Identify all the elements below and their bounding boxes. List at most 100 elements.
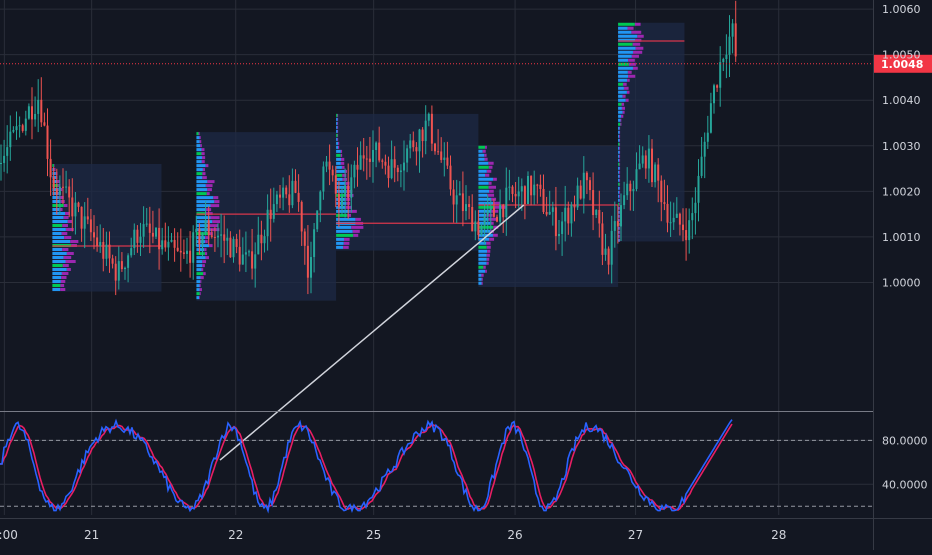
profile-bar-up [196, 264, 202, 267]
profile-bar-up [618, 99, 626, 102]
profile-bar-down [202, 160, 205, 163]
profile-bar-down [623, 95, 626, 98]
candle-body [642, 155, 644, 163]
profile-bar-down [635, 23, 641, 26]
candle-body [400, 170, 402, 172]
profile-bar-down [487, 254, 490, 257]
profile-bar-down [489, 218, 497, 221]
profile-bar-down [487, 170, 491, 173]
candle-body [298, 193, 300, 202]
candle-body [143, 224, 145, 237]
profile-bar-up [618, 119, 620, 122]
profile-bar-up [196, 192, 206, 195]
candle-body [419, 130, 421, 152]
candle-body [329, 162, 331, 170]
candle-body [434, 144, 436, 152]
candle-body [505, 188, 507, 218]
profile-bar-down [619, 207, 620, 210]
candle-body [270, 210, 272, 219]
profile-bar-up [196, 280, 200, 283]
candle-body [53, 177, 55, 189]
candle-body [74, 203, 76, 217]
profile-bar-down [341, 162, 344, 165]
profile-bar-up [196, 236, 205, 239]
profile-bar-up [196, 292, 199, 295]
candle-body [109, 245, 111, 259]
candle-body [360, 155, 362, 169]
candle-body [372, 150, 374, 162]
profile-bar-up [52, 208, 59, 211]
candle-body [155, 228, 157, 237]
profile-bar-down [62, 248, 68, 251]
candle-body [99, 242, 101, 246]
profile-bar-down [627, 79, 630, 82]
profile-bar-down [200, 288, 202, 291]
profile-bar-up [52, 204, 63, 207]
candle-body [601, 223, 603, 254]
candle-body [332, 170, 334, 176]
profile-bar-down [343, 246, 349, 249]
profile-bar-up [336, 226, 351, 229]
profile-bar-up [196, 240, 205, 243]
profile-bar-down [620, 127, 621, 130]
profile-bar-down [214, 200, 219, 203]
profile-bar-up [618, 87, 624, 90]
candle-body [552, 207, 554, 212]
time-tick-label-1: 21 [84, 528, 99, 542]
profile-bar-up [478, 282, 481, 285]
profile-bar-up [52, 276, 61, 279]
profile-bar-up [196, 184, 205, 187]
profile-bar-up [336, 174, 342, 177]
profile-bar-up [618, 203, 619, 206]
profile-bar-up [336, 126, 337, 129]
candle-body [158, 228, 160, 249]
profile-bar-up [336, 146, 338, 149]
price-tick-label-4: 1.0020 [882, 185, 921, 198]
profile-bar-up [52, 288, 60, 291]
price-tick-label-2: 1.0040 [882, 94, 921, 107]
profile-bar-up [196, 132, 198, 135]
candle-body [233, 239, 235, 257]
candle-body [468, 204, 470, 207]
profile-bar-up [478, 182, 488, 185]
profile-bar-up [52, 272, 61, 275]
candle-body [140, 237, 142, 243]
candle-body [598, 210, 600, 224]
profile-bar-down [62, 224, 68, 227]
profile-bar-up [336, 162, 341, 165]
candle-body [397, 168, 399, 172]
candle-body [56, 189, 58, 195]
profile-bar-down [338, 134, 339, 137]
profile-bar-up [52, 164, 54, 167]
profile-bar-down [201, 268, 203, 271]
profile-bar-down [206, 164, 209, 167]
candle-body [543, 189, 545, 212]
profile-bar-up [478, 174, 485, 177]
profile-bar-down [70, 240, 78, 243]
profile-bar-down [202, 148, 205, 151]
candle-body [192, 232, 194, 263]
profile-bar-down [199, 284, 200, 287]
candle-body [161, 240, 163, 249]
candle-body [632, 189, 634, 191]
candle-body [713, 85, 715, 103]
profile-bar-down [487, 250, 490, 253]
profile-bar-up [618, 79, 627, 82]
profile-bar-up [618, 175, 619, 178]
profile-bar-up [618, 107, 622, 110]
candle-body [112, 258, 114, 263]
profile-bar-up [478, 250, 487, 253]
profile-bar-down [212, 220, 220, 223]
profile-bar-up [52, 228, 66, 231]
candle-body [487, 210, 489, 216]
profile-bar-down [619, 155, 620, 158]
profile-bar-up [196, 272, 203, 275]
profile-bar-up [478, 170, 486, 173]
profile-bar-down [210, 216, 219, 219]
profile-bar-up [336, 178, 342, 181]
candle-body [536, 185, 538, 186]
price-tick-label-5: 1.0010 [882, 231, 921, 244]
profile-bar-up [336, 142, 338, 145]
